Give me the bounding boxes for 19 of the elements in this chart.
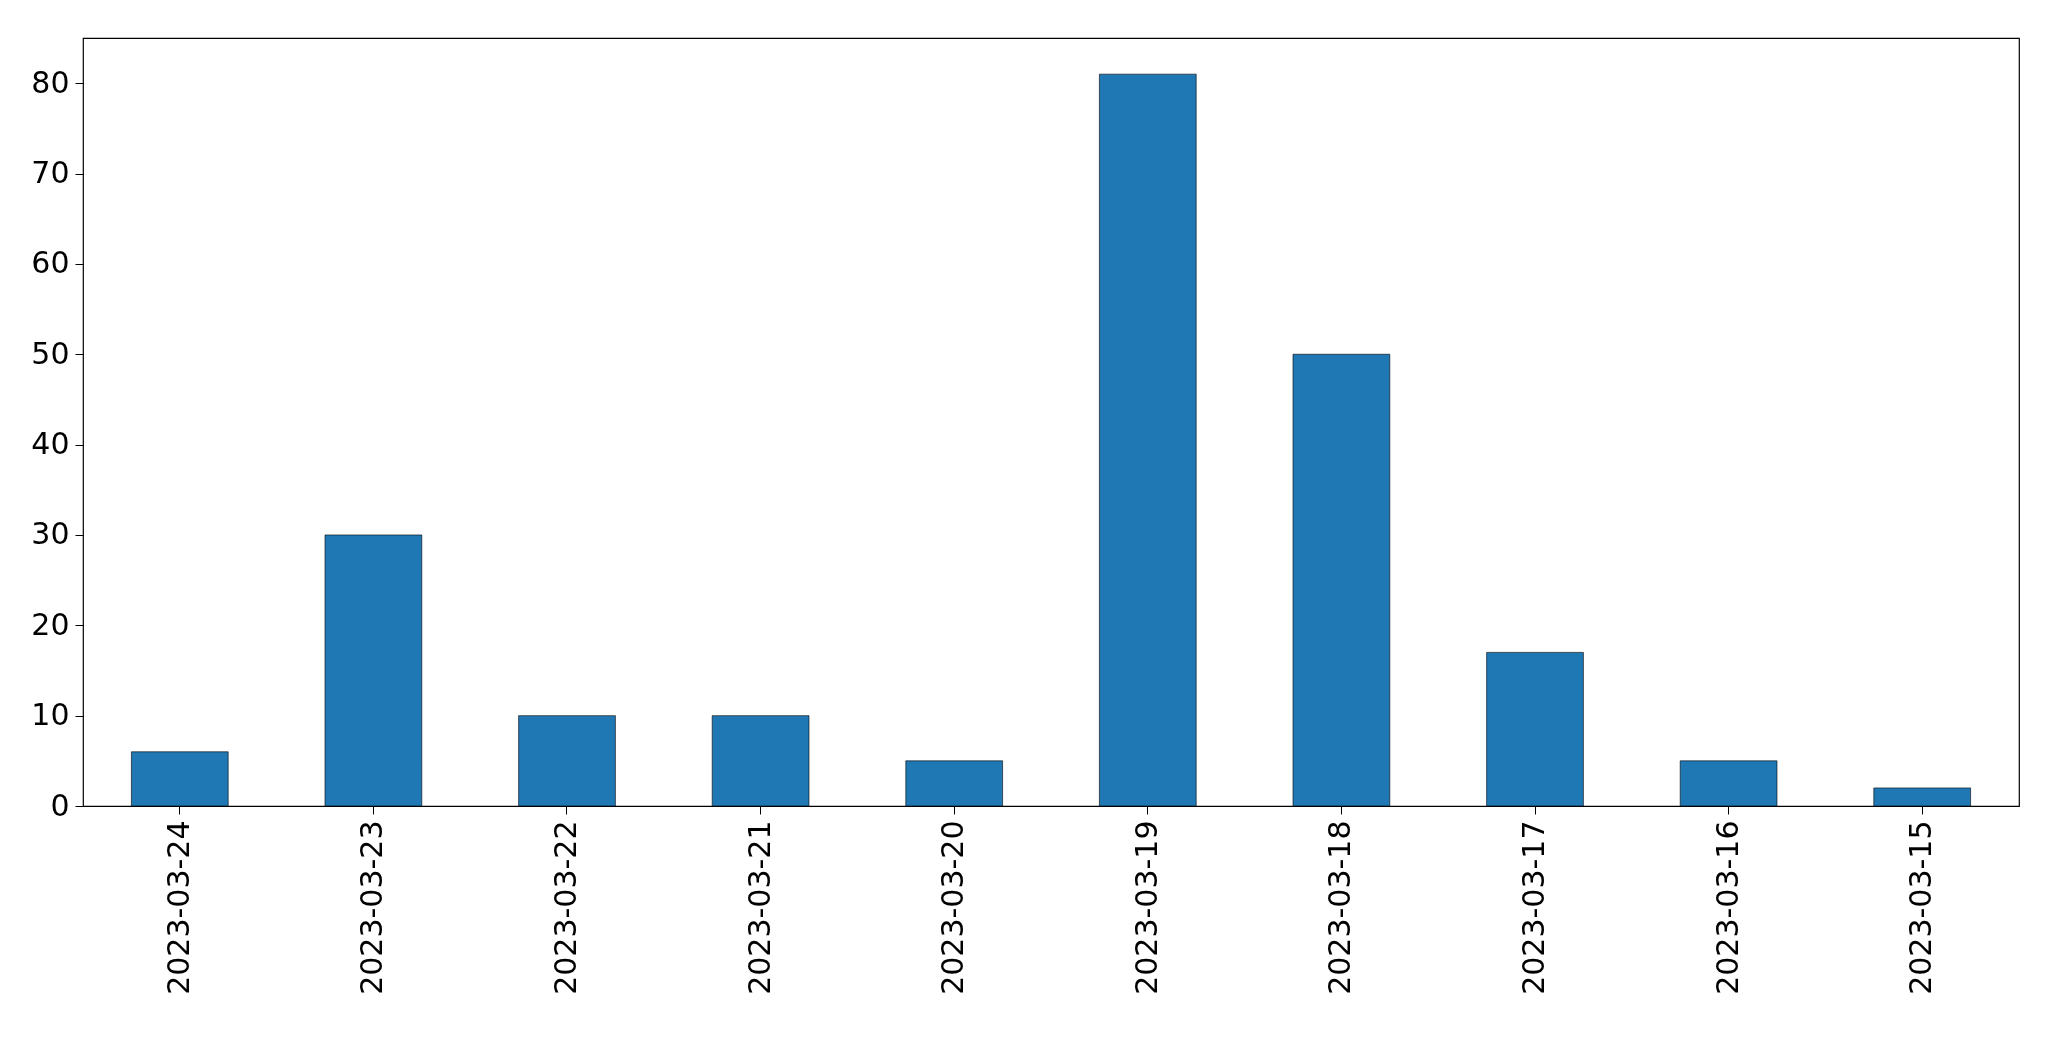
x-tick-label: 2023-03-18 bbox=[1322, 820, 1358, 995]
x-tick-label: 2023-03-21 bbox=[741, 820, 777, 995]
x-tick-label: 2023-03-22 bbox=[548, 820, 583, 995]
y-tick-label: 80 bbox=[31, 64, 70, 100]
y-tick-label: 0 bbox=[50, 787, 70, 823]
y-tick-label: 20 bbox=[31, 606, 70, 642]
y-tick-label: 40 bbox=[31, 426, 70, 462]
y-tick-label: 60 bbox=[31, 245, 70, 281]
x-tick-label: 2023-03-20 bbox=[935, 820, 971, 995]
x-tick-label: 2023-03-15 bbox=[1903, 820, 1939, 995]
x-tick-label: 2023-03-17 bbox=[1516, 820, 1551, 995]
x-tick-label: 2023-03-24 bbox=[160, 820, 196, 995]
x-tick-label: 2023-03-16 bbox=[1709, 820, 1745, 995]
x-tick-label: 2023-03-19 bbox=[1128, 820, 1164, 995]
y-tick-label: 70 bbox=[31, 155, 70, 191]
x-tick-label: 2023-03-23 bbox=[354, 820, 390, 995]
y-tick-label: 50 bbox=[31, 335, 70, 371]
y-tick-label: 30 bbox=[31, 516, 70, 552]
y-tick-label: 10 bbox=[31, 697, 70, 733]
